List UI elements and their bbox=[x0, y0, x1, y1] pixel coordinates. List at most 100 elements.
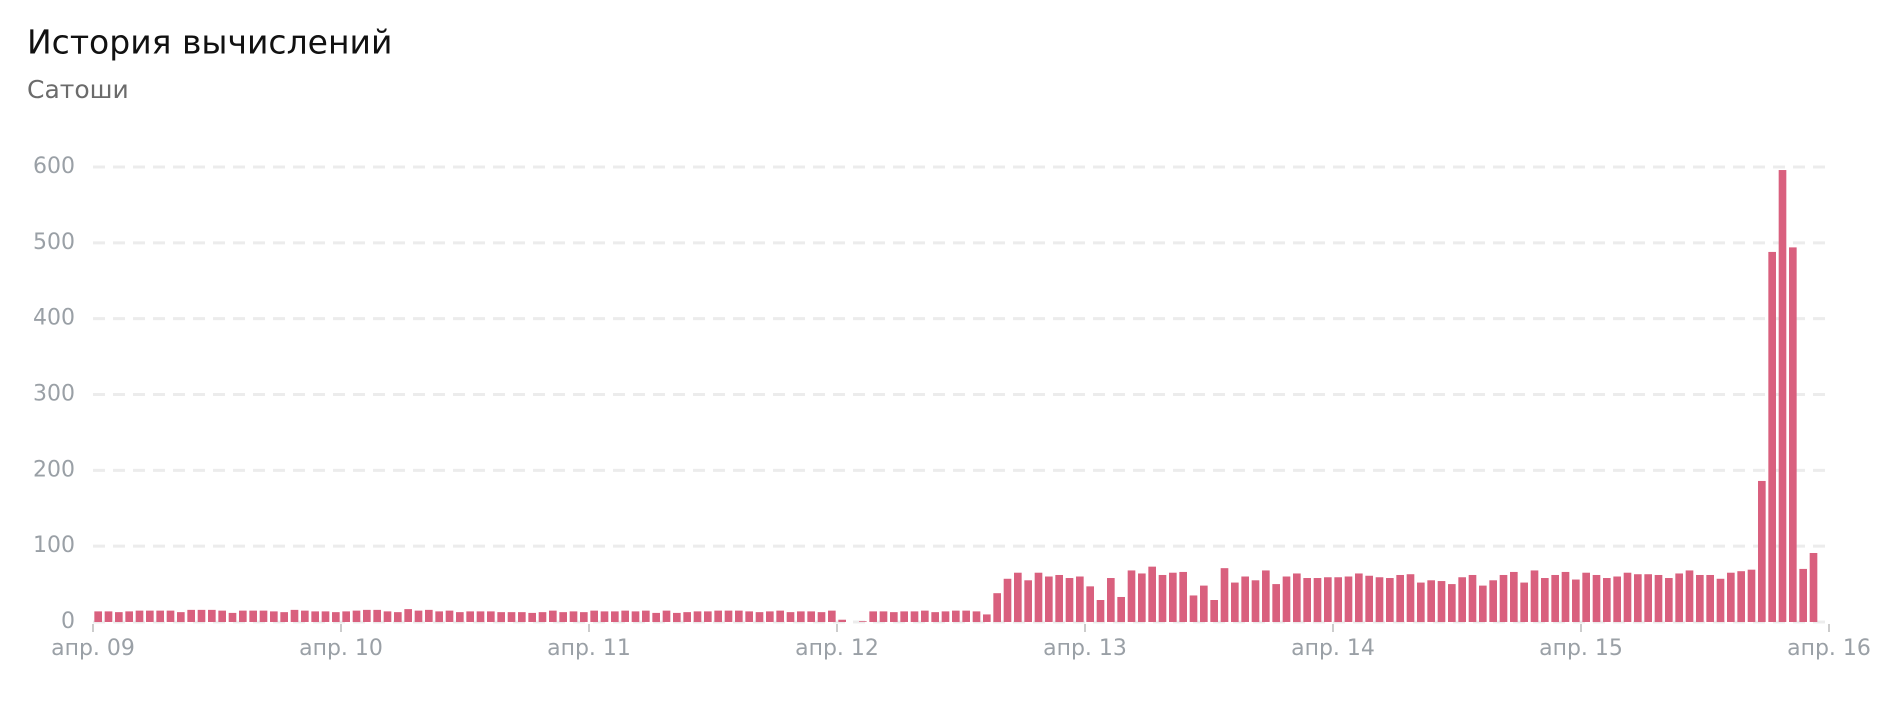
bar bbox=[1592, 574, 1601, 622]
bar bbox=[807, 611, 815, 622]
bar bbox=[1613, 576, 1621, 622]
bar bbox=[311, 611, 319, 622]
x-tick-label: апр. 10 bbox=[299, 636, 383, 661]
bar bbox=[1076, 576, 1084, 622]
bar bbox=[394, 612, 402, 622]
bar bbox=[538, 612, 547, 622]
bar bbox=[766, 611, 774, 622]
bar bbox=[1561, 571, 1570, 622]
bar bbox=[342, 611, 350, 622]
y-tick-label: 500 bbox=[33, 230, 75, 255]
bar bbox=[1324, 577, 1332, 622]
bar bbox=[115, 612, 123, 622]
bar bbox=[941, 611, 950, 622]
bar bbox=[1127, 570, 1136, 622]
bar bbox=[859, 621, 867, 622]
bar bbox=[1024, 580, 1032, 622]
bar bbox=[363, 609, 371, 622]
y-tick-label: 400 bbox=[33, 306, 75, 331]
bar bbox=[817, 612, 826, 622]
bar bbox=[1551, 574, 1559, 622]
bar bbox=[104, 611, 113, 622]
bar bbox=[662, 610, 671, 622]
bar bbox=[1241, 576, 1249, 622]
bar bbox=[869, 611, 877, 622]
bar bbox=[135, 610, 144, 622]
bar bbox=[259, 610, 268, 622]
bar bbox=[1045, 576, 1053, 622]
bar bbox=[1685, 570, 1694, 622]
bar bbox=[290, 609, 299, 622]
bar bbox=[1200, 585, 1208, 622]
bar bbox=[456, 612, 464, 622]
bar bbox=[466, 611, 474, 622]
bar bbox=[1313, 578, 1322, 622]
bar bbox=[1272, 584, 1280, 622]
bar bbox=[1334, 577, 1342, 622]
bar bbox=[1479, 585, 1487, 622]
bar bbox=[1675, 573, 1683, 622]
chart-title: История вычислений bbox=[27, 23, 392, 62]
bar bbox=[1644, 574, 1652, 622]
bar bbox=[332, 612, 340, 622]
bar bbox=[383, 611, 392, 622]
bar bbox=[1582, 572, 1590, 622]
bar bbox=[724, 610, 733, 622]
x-tick-label: апр. 16 bbox=[1787, 636, 1871, 661]
bar bbox=[249, 610, 257, 622]
bar bbox=[714, 610, 722, 622]
bar bbox=[1778, 170, 1787, 623]
bar bbox=[1055, 574, 1063, 622]
bar bbox=[569, 611, 578, 622]
bar bbox=[321, 611, 330, 622]
bar bbox=[487, 611, 495, 622]
bar bbox=[559, 612, 567, 622]
x-tick-label: апр. 12 bbox=[795, 636, 879, 661]
bar bbox=[797, 611, 805, 622]
bar bbox=[445, 610, 454, 622]
bar bbox=[146, 610, 154, 622]
bar bbox=[1696, 574, 1704, 622]
bar bbox=[425, 609, 433, 622]
y-tick-label: 100 bbox=[33, 533, 75, 558]
bar bbox=[507, 612, 516, 622]
bar bbox=[1169, 572, 1177, 622]
bar bbox=[301, 610, 309, 622]
bar bbox=[1293, 573, 1301, 622]
bar bbox=[652, 612, 660, 622]
bar bbox=[1716, 578, 1725, 622]
bar bbox=[631, 611, 640, 622]
bar bbox=[1758, 480, 1766, 622]
bar bbox=[1665, 578, 1673, 622]
bar bbox=[590, 610, 598, 622]
bar bbox=[828, 610, 836, 622]
bar bbox=[414, 610, 423, 622]
bar bbox=[435, 611, 443, 622]
bar bbox=[900, 611, 908, 622]
bar bbox=[962, 610, 970, 622]
bar bbox=[683, 612, 691, 622]
bar bbox=[1386, 578, 1394, 622]
bar bbox=[1179, 571, 1187, 622]
bar bbox=[1210, 600, 1218, 622]
bar bbox=[1489, 580, 1497, 622]
bar bbox=[673, 612, 681, 622]
bar bbox=[704, 611, 712, 622]
bar bbox=[404, 609, 412, 622]
bar bbox=[1138, 573, 1146, 622]
bar bbox=[1727, 572, 1735, 622]
bar bbox=[197, 609, 206, 622]
bar bbox=[1799, 568, 1807, 622]
bar bbox=[1375, 577, 1384, 622]
bar bbox=[1603, 578, 1611, 622]
bar bbox=[1065, 578, 1074, 622]
bar bbox=[94, 611, 102, 622]
bar bbox=[1768, 251, 1776, 622]
bar bbox=[549, 610, 557, 622]
bar bbox=[1096, 600, 1105, 622]
bar bbox=[755, 612, 764, 622]
bar bbox=[1417, 582, 1425, 622]
bar bbox=[1014, 572, 1022, 622]
bar bbox=[1499, 574, 1508, 622]
